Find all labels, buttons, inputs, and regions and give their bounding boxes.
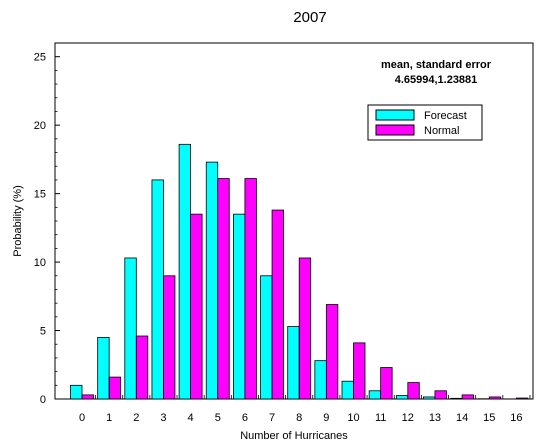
bar-forecast-0	[70, 384, 83, 400]
bar-normal-8	[298, 257, 312, 400]
x-tick-label-10: 10	[347, 412, 359, 424]
bar-normal-10	[353, 342, 366, 400]
legend: Forecast Normal	[367, 104, 483, 141]
bar-normal-6	[244, 178, 257, 400]
x-tick-label-3: 3	[160, 412, 166, 424]
bar-forecast-9	[314, 360, 327, 400]
bar-forecast-1	[97, 336, 110, 400]
y-tick-label-15: 15	[34, 189, 46, 201]
bar-forecast-7	[260, 275, 273, 400]
bar-normal-13	[434, 390, 447, 400]
x-tick-label-2: 2	[133, 412, 139, 424]
bar-forecast-3	[151, 179, 164, 400]
legend-swatch-forecast	[375, 109, 415, 121]
legend-swatch-normal	[375, 124, 415, 136]
bar-normal-16	[516, 397, 529, 400]
x-axis-ticks: 0 1 2 3 4 5 6 7 8 9 10 11 12 13 14 15 16	[79, 395, 531, 424]
bar-forecast-6	[232, 213, 246, 400]
x-axis-label: Number of Hurricanes	[240, 430, 348, 442]
y-tick-label-25: 25	[34, 52, 46, 64]
bar-normal-12	[407, 382, 420, 400]
bar-normal-5	[217, 178, 230, 400]
x-tick-label-14: 14	[456, 412, 468, 424]
bar-forecast-4	[178, 143, 192, 400]
bar-normal-15	[488, 396, 502, 400]
x-tick-label-11: 11	[375, 412, 386, 424]
y-tick-label-10: 10	[34, 257, 46, 269]
bar-normal-11	[380, 367, 393, 400]
x-tick-label-12: 12	[402, 412, 414, 424]
bar-normal-7	[271, 209, 284, 400]
y-axis-ticks: 0 5 10 15 20 25	[34, 52, 60, 406]
bar-normal-4	[190, 213, 203, 400]
legend-label-forecast: Forecast	[424, 110, 467, 122]
bar-forecast-14	[450, 397, 463, 400]
x-tick-label-9: 9	[323, 412, 329, 424]
bar-forecast-11	[368, 390, 382, 400]
x-tick-label-15: 15	[483, 412, 495, 424]
bar-normal-1	[108, 376, 122, 400]
x-tick-label-8: 8	[296, 412, 302, 424]
y-tick-label-0: 0	[40, 394, 46, 406]
x-tick-label-6: 6	[242, 412, 248, 424]
bar-forecast-2	[124, 257, 137, 400]
bar-normal-2	[135, 335, 149, 400]
x-tick-label-5: 5	[215, 412, 221, 424]
bar-forecast-8	[287, 326, 300, 400]
bar-normal-3	[163, 275, 176, 400]
y-axis-label: Probability (%)	[12, 185, 24, 257]
bars-group	[70, 143, 529, 400]
bar-forecast-12	[395, 395, 409, 400]
stats-annotation-line1: mean, standard error	[381, 59, 492, 71]
stats-annotation-line2: 4.65994,1.23881	[395, 74, 478, 86]
x-tick-label-7: 7	[269, 412, 275, 424]
bar-forecast-5	[205, 161, 219, 400]
x-tick-label-0: 0	[79, 412, 85, 424]
y-tick-label-5: 5	[40, 326, 46, 338]
bar-normal-14	[461, 394, 475, 400]
bar-normal-9	[325, 304, 339, 400]
bar-normal-0	[81, 394, 94, 400]
x-tick-label-16: 16	[510, 412, 522, 424]
x-tick-label-1: 1	[106, 412, 112, 424]
x-tick-label-13: 13	[429, 412, 441, 424]
bar-forecast-13	[423, 396, 436, 400]
bar-forecast-10	[341, 380, 354, 400]
y-tick-label-20: 20	[34, 120, 46, 132]
legend-label-normal: Normal	[424, 125, 459, 137]
chart-title: 2007	[293, 9, 326, 26]
x-tick-label-4: 4	[188, 412, 194, 424]
